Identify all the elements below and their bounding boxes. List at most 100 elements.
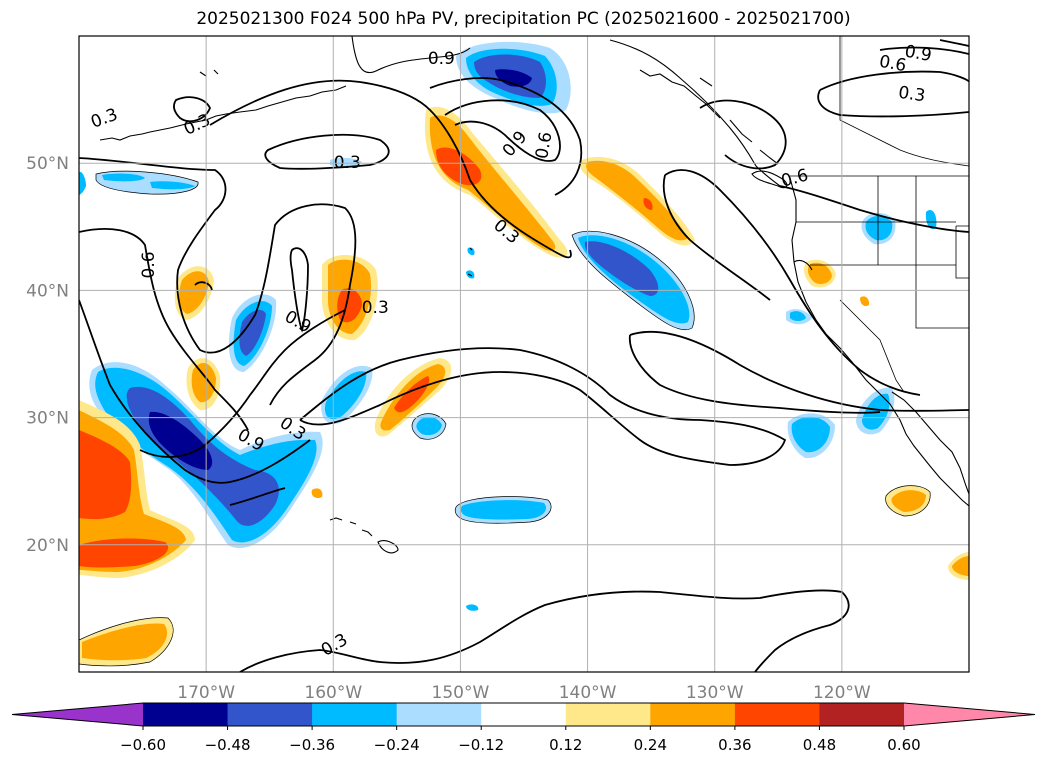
pv-contour	[264, 133, 390, 170]
precip-area	[860, 296, 870, 307]
contour-label: 0.3	[88, 105, 120, 133]
precip-area	[584, 241, 659, 296]
border-layer	[790, 36, 969, 393]
precip-area	[239, 309, 266, 356]
colorbar-segment	[312, 703, 398, 726]
colorbar-tick-label: −0.48	[205, 736, 251, 754]
pv-contour	[79, 157, 357, 406]
border-alaska	[839, 36, 969, 167]
contour-label: 0.3	[181, 110, 214, 140]
precip-area	[429, 115, 556, 251]
plot-frame	[78, 35, 970, 673]
lon-tick-label: 140°W	[559, 683, 617, 703]
precip-area	[460, 500, 547, 520]
colorbar-segment	[650, 703, 736, 726]
precip-area	[324, 371, 367, 420]
precip-area	[102, 173, 145, 182]
colorbar-extend-high	[904, 703, 1035, 726]
precip-area	[79, 171, 86, 195]
coastline-aleutians	[99, 85, 347, 141]
contour-label: 0.9	[499, 127, 532, 161]
precip-area	[790, 311, 806, 321]
precip-area	[466, 270, 475, 279]
pv-contour	[444, 99, 561, 162]
precip-outline	[571, 230, 695, 330]
lon-tick-labels: 170°W 160°W 150°W 140°W 130°W 120°W	[177, 683, 871, 703]
contour-label: 0.6	[878, 52, 908, 76]
precip-area	[82, 623, 168, 661]
contour-label: 0.6	[532, 130, 556, 160]
pv-contour	[628, 334, 881, 414]
colorbar-segment	[481, 703, 567, 726]
precip-area	[495, 69, 532, 87]
pv-contour	[779, 185, 969, 233]
colorbar-tick-label: 0.60	[887, 736, 920, 754]
precip-area	[436, 147, 482, 186]
precip-area	[191, 363, 216, 403]
colorbar-segment	[734, 703, 820, 726]
colorbar-segment	[396, 703, 482, 726]
pv-contour	[429, 77, 583, 196]
precip-outline	[885, 485, 931, 517]
pv-contour	[817, 70, 969, 118]
colorbar-segment	[819, 703, 905, 726]
precip-area	[467, 247, 475, 256]
colorbar: −0.60 −0.48 −0.36 −0.24 −0.12 0.12 0.24 0.36 0.4…	[11, 702, 1036, 754]
contour-label: 0.3	[318, 630, 351, 661]
pv-contour	[239, 589, 850, 672]
lon-tick-label: 150°W	[432, 683, 490, 703]
colorbar-segment	[143, 703, 229, 726]
pv-contour	[79, 228, 249, 431]
lat-tick-label: 30°N	[26, 409, 69, 429]
coastline-bc	[609, 39, 781, 187]
colorbar-tick-label: 0.12	[549, 736, 582, 754]
contour-label: 0.3	[897, 83, 927, 107]
border-state	[955, 225, 969, 279]
colorbar-tick-label: 0.24	[634, 736, 667, 754]
pv-contour	[79, 299, 311, 484]
colorbar-tick-label: −0.60	[120, 736, 166, 754]
lat-tick-label: 20°N	[26, 536, 69, 556]
lat-tick-labels: 20°N 30°N 40°N 50°N	[26, 154, 69, 556]
coastline-alaska	[351, 36, 471, 74]
lon-tick-label: 170°W	[177, 683, 235, 703]
precip-outline	[411, 413, 447, 440]
pv-contour	[194, 281, 213, 291]
precip-area	[643, 198, 653, 210]
border-state	[915, 176, 969, 329]
precip-area	[807, 262, 832, 284]
precip-outline	[454, 496, 552, 524]
contour-label: 0.9	[903, 42, 933, 66]
lon-tick-label: 160°W	[304, 683, 362, 703]
coastline-hawaii	[329, 517, 399, 554]
precip-area	[150, 181, 195, 190]
precipitation-outline-layer	[79, 170, 931, 667]
pv-contour	[139, 309, 346, 458]
lat-tick-label: 50°N	[26, 154, 69, 174]
map-title: 2025021300 F024 500 hPa PV, precipitatio…	[196, 9, 851, 29]
contour-label: 0.3	[362, 298, 389, 318]
coastline-baja	[891, 391, 969, 495]
contour-label-layer: 0.9 0.90.60.30.3 0.30.9 0.60.30.60.30.60.9 0…	[88, 42, 933, 661]
pv-contour	[299, 347, 787, 466]
coastline-small-island	[467, 247, 473, 277]
contour-label: 0.9	[281, 307, 314, 338]
lat-tick-label: 40°N	[26, 281, 69, 301]
precip-area	[311, 488, 323, 499]
precip-area	[925, 209, 937, 230]
precip-area	[79, 430, 132, 520]
colorbar-tick-label: −0.36	[289, 736, 335, 754]
coastline-sfbay	[793, 259, 813, 271]
pv-contour	[939, 39, 969, 47]
pv-contour	[699, 99, 787, 170]
colorbar-tick-label: −0.12	[458, 736, 504, 754]
precip-area	[416, 416, 442, 436]
precip-outline	[79, 617, 174, 667]
contour-label: 0.9	[428, 49, 455, 69]
lon-tick-label: 130°W	[686, 683, 744, 703]
precip-area	[394, 376, 430, 413]
coastline-alaska	[199, 69, 219, 77]
pv-contour	[662, 174, 771, 301]
precip-area	[330, 157, 362, 167]
